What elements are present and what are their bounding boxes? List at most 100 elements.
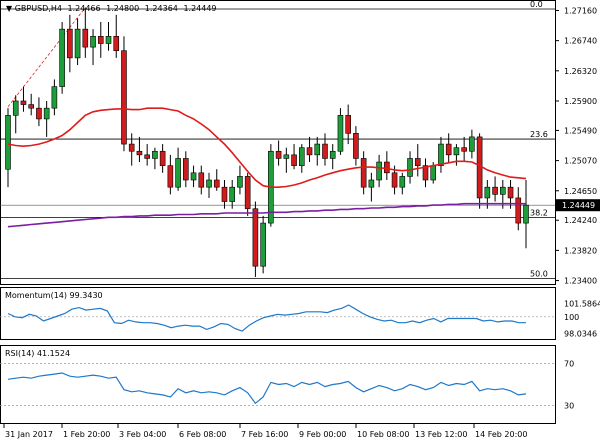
candle-down: [213, 179, 220, 188]
candle-up: [152, 150, 158, 159]
candle-up: [74, 28, 81, 59]
candle-down: [414, 158, 421, 166]
candle-up: [51, 86, 58, 109]
candle-up: [314, 143, 321, 156]
candle-down: [244, 176, 251, 210]
candle-down: [422, 165, 429, 181]
candle-up: [237, 176, 243, 188]
candle-down: [515, 197, 522, 224]
candle-down: [461, 147, 467, 152]
candle-up: [500, 186, 506, 195]
candle-up: [453, 147, 460, 156]
candle-down: [136, 150, 143, 156]
candle-down: [144, 154, 150, 159]
symbol-label: GBPUSD,H4: [15, 4, 62, 13]
momentum-panel-frame: [0, 287, 556, 340]
symbol-header: ▼ GBPUSD,H4 1.24466 1.24800 1.24364 1.24…: [6, 4, 217, 13]
rsi-plot: 70 30: [0, 360, 574, 410]
fib-label-38.2: 38.2: [530, 208, 548, 217]
dropdown-icon[interactable]: ▼: [6, 4, 15, 13]
ohlc-low: 1.24364: [145, 4, 178, 13]
candle-down: [353, 133, 359, 159]
candle-down: [291, 154, 297, 166]
time-tick-label: 3 Feb 04:00: [119, 430, 166, 439]
momentum-tick-label: 100: [564, 313, 579, 322]
candle-up: [43, 107, 50, 120]
price-tick-label: 1.26740: [564, 37, 597, 46]
candle-down: [167, 165, 174, 188]
time-tick-label: 14 Feb 20:00: [475, 430, 527, 439]
momentum-line: [7, 304, 526, 332]
current-price-box: [556, 199, 600, 212]
candle-up: [283, 154, 290, 159]
fib-label-50.0: 50.0: [530, 269, 548, 278]
price-tick-label: 1.25900: [564, 97, 597, 106]
candle-up: [469, 136, 475, 152]
time-tick-label: 13 Feb 12:00: [415, 430, 467, 439]
candle-down: [128, 143, 135, 152]
momentum-label: Momentum(14) 99.3430: [5, 291, 103, 300]
ohlc-high: 1.24800: [106, 4, 139, 13]
candle-down: [492, 186, 498, 195]
time-tick-label: 6 Feb 08:00: [179, 430, 226, 439]
candle-up: [329, 150, 336, 159]
candle-down: [391, 172, 398, 188]
candle-down: [345, 115, 351, 134]
price-plot: 0.0 23.6 38.2 50.0: [0, 0, 555, 279]
time-tick-label: 9 Feb 00:00: [299, 430, 346, 439]
candle-down: [306, 147, 313, 156]
time-tick-label: 7 Feb 16:00: [241, 430, 288, 439]
candle-down: [113, 36, 120, 51]
ohlc-close: 1.24449: [183, 4, 216, 13]
candle-down: [20, 100, 27, 105]
rsi-label: RSI(14) 41.1524: [5, 349, 70, 358]
candle-down: [275, 150, 282, 159]
candle-down: [360, 158, 367, 188]
candle-down: [97, 36, 104, 44]
candle-down: [252, 208, 259, 267]
candle-down: [221, 186, 228, 202]
candle-down: [121, 50, 127, 145]
rsi-line: [7, 372, 527, 405]
candle-up: [430, 165, 437, 181]
time-tick-label: 10 Feb 08:00: [357, 430, 409, 439]
candle-down: [36, 107, 42, 120]
candle-down: [159, 150, 166, 166]
ma-red-line: [7, 107, 527, 188]
price-tick-label: 1.23400: [564, 277, 597, 286]
candle-up: [229, 186, 236, 202]
candle-up: [175, 158, 181, 188]
candle-up: [484, 186, 491, 199]
candle-up: [206, 179, 212, 188]
rsi-tick-label: 70: [564, 360, 574, 369]
time-tick-label: 1 Feb 20:00: [63, 430, 110, 439]
rsi-tick-label: 30: [564, 401, 574, 410]
fib-label-23.6: 23.6: [530, 130, 548, 139]
candle-down: [28, 104, 34, 109]
candle-up: [5, 115, 11, 170]
candle-down: [322, 143, 328, 159]
trend-line: [7, 7, 86, 107]
candle-down: [67, 28, 73, 59]
candle-down: [82, 28, 89, 48]
current-price-label: 1.24449: [562, 201, 595, 210]
candle-down: [198, 172, 205, 188]
candle-up: [407, 158, 413, 177]
price-tick-label: 1.25490: [564, 126, 597, 135]
candle-down: [507, 186, 514, 199]
price-tick-label: 1.24650: [564, 187, 597, 196]
price-tick-label: 1.23820: [564, 246, 597, 255]
candle-up: [12, 100, 19, 116]
time-tick-label: 31 Jan 2017: [5, 430, 53, 439]
candle-up: [105, 36, 112, 44]
price-tick-label: 1.24240: [564, 216, 597, 225]
time-axis: 31 Jan 2017 1 Feb 20:00 3 Feb 04:00 6 Feb 0…: [3, 424, 527, 439]
candle-up: [399, 176, 406, 188]
candle-down: [445, 143, 452, 156]
candle-up: [337, 115, 344, 152]
ma-purple-line: [7, 202, 526, 228]
candle-up: [298, 147, 305, 166]
price-tick-label: 1.27160: [564, 6, 597, 15]
price-tick-label: 1.25070: [564, 157, 597, 166]
